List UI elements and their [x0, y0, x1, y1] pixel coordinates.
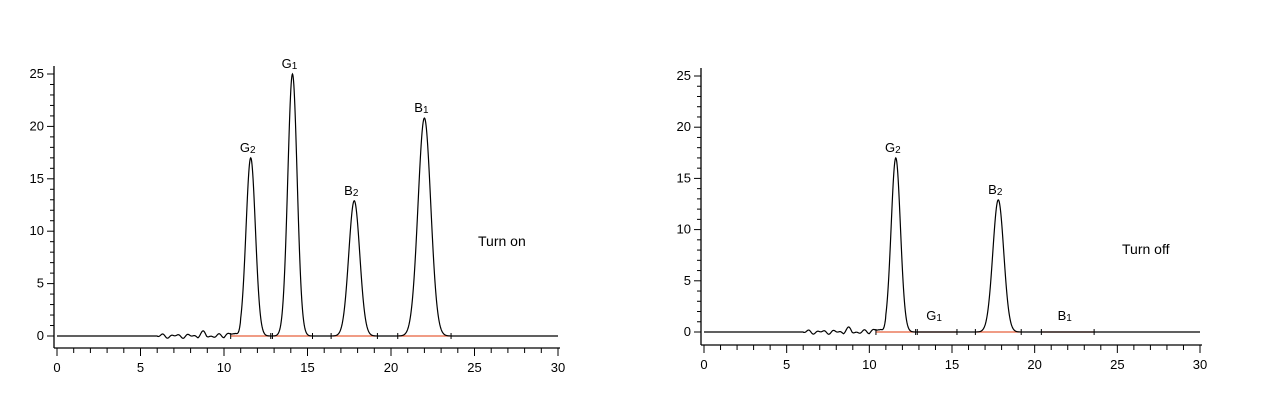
chromatogram-trace	[704, 156, 1200, 335]
y-tick-label: 20	[677, 119, 691, 134]
peak-label: B1	[1058, 308, 1073, 324]
y-tick-label: 15	[30, 171, 44, 186]
chromatogram-trace	[57, 72, 558, 339]
x-tick-label: 5	[137, 360, 144, 375]
peak-label: G2	[240, 140, 256, 156]
x-tick-label: 20	[1027, 357, 1041, 372]
x-tick-label: 15	[300, 360, 314, 375]
x-tick-label: 15	[945, 357, 959, 372]
y-tick-label: 15	[677, 170, 691, 185]
x-tick-label: 20	[384, 360, 398, 375]
x-tick-label: 30	[551, 360, 565, 375]
peak-label: B2	[988, 182, 1003, 198]
y-tick-label: 5	[37, 276, 44, 291]
x-tick-label: 5	[783, 357, 790, 372]
x-tick-label: 10	[862, 357, 876, 372]
chromatogram-turn-off: 0 5 10 15 20 25 0 5 10 15 20 25 30 G2 G1 B2 B1 Turn off	[677, 68, 1207, 372]
x-tick-label: 0	[53, 360, 60, 375]
y-tick-label: 10	[30, 223, 44, 238]
x-tick-label: 0	[700, 357, 707, 372]
y-tick-label: 25	[30, 66, 44, 81]
x-tick-label: 10	[217, 360, 231, 375]
y-tick-label: 5	[684, 273, 691, 288]
chromatogram-turn-on: 0 5 10 15 20 25 0 5 10 15 20 25 30 G2 G1 B2 B1 Turn on	[30, 56, 566, 375]
peak-label: G1	[282, 56, 298, 72]
chart-annotation: Turn off	[1122, 241, 1170, 257]
y-tick-label: 0	[37, 328, 44, 343]
y-tick-label: 25	[677, 68, 691, 83]
peak-label: B2	[344, 183, 359, 199]
y-tick-label: 0	[684, 324, 691, 339]
y-tick-label: 20	[30, 118, 44, 133]
peak-label: G2	[885, 140, 901, 156]
x-tick-label: 30	[1193, 357, 1207, 372]
y-tick-label: 10	[677, 222, 691, 237]
x-tick-label: 25	[1110, 357, 1124, 372]
peak-label: B1	[414, 100, 429, 116]
peak-label: G1	[926, 308, 942, 324]
x-tick-label: 25	[467, 360, 481, 375]
chart-annotation: Turn on	[478, 233, 526, 249]
